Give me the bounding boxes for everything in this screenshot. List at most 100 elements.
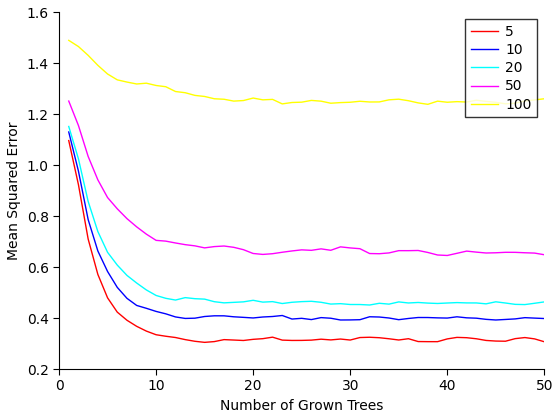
5 [376,335,382,340]
10 [133,303,140,308]
100 [483,99,489,104]
10 [318,315,324,320]
100 [405,98,412,103]
50 [85,154,91,159]
50 [483,250,489,255]
5 [357,335,363,340]
50 [444,253,451,258]
50 [124,216,130,221]
100 [541,96,548,101]
50 [153,238,160,243]
50 [473,249,480,255]
5 [211,339,218,344]
100 [376,100,382,105]
50 [182,242,189,247]
5 [162,334,169,339]
5 [347,338,353,343]
20 [328,302,334,307]
10 [541,316,548,321]
5 [531,336,538,341]
100 [492,100,499,105]
10 [512,316,519,321]
20 [337,301,344,306]
10 [357,317,363,322]
50 [104,195,111,200]
20 [502,300,509,305]
100 [521,98,528,103]
5 [230,338,237,343]
50 [386,250,393,255]
100 [192,93,198,98]
100 [250,95,256,100]
50 [454,251,460,256]
10 [143,306,150,311]
10 [259,315,266,320]
100 [133,81,140,87]
100 [424,102,431,107]
10 [502,317,509,322]
20 [357,302,363,307]
10 [95,249,101,254]
5 [85,236,91,241]
5 [483,338,489,343]
100 [162,84,169,89]
50 [211,244,218,249]
5 [395,338,402,343]
5 [221,337,227,342]
20 [162,296,169,301]
50 [201,245,208,250]
5 [104,295,111,300]
10 [221,313,227,318]
10 [521,315,528,320]
5 [492,339,499,344]
20 [405,300,412,305]
20 [95,229,101,234]
10 [85,217,91,222]
10 [288,317,295,322]
50 [541,252,548,257]
100 [318,99,324,104]
20 [434,301,441,306]
50 [531,251,538,256]
100 [240,98,247,103]
100 [473,98,480,103]
10 [492,318,499,323]
10 [337,318,344,323]
100 [357,99,363,104]
5 [153,332,160,337]
10 [182,316,189,321]
10 [531,315,538,320]
10 [405,316,412,321]
100 [221,97,227,102]
10 [114,285,120,290]
50 [143,232,150,237]
5 [269,335,276,340]
20 [541,299,548,304]
20 [66,124,72,129]
20 [454,300,460,305]
5 [124,318,130,323]
10 [366,314,373,319]
5 [192,339,198,344]
20 [308,299,315,304]
50 [66,99,72,104]
20 [172,297,179,302]
10 [230,314,237,319]
100 [66,38,72,43]
5 [424,339,431,344]
10 [434,315,441,320]
20 [483,301,489,306]
50 [95,177,101,182]
5 [473,336,480,341]
100 [308,98,315,103]
10 [298,316,305,321]
5 [172,335,179,340]
20 [376,301,382,306]
10 [444,315,451,320]
10 [376,315,382,320]
50 [502,250,509,255]
100 [75,44,82,49]
5 [133,324,140,329]
5 [328,337,334,342]
20 [240,299,247,304]
